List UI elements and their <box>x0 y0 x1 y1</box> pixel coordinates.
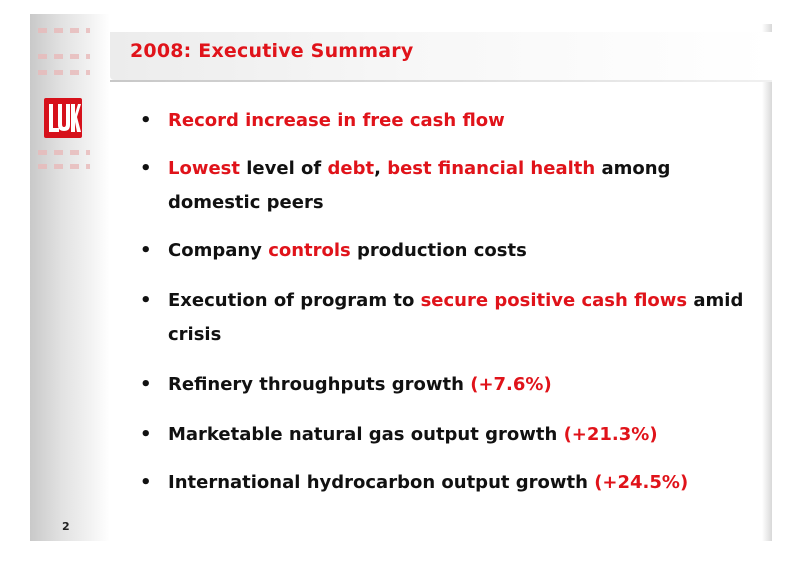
decorative-stripe <box>38 164 90 169</box>
decorative-stripe <box>38 28 90 33</box>
bullet-text: Execution of program to <box>168 290 421 311</box>
bullet-text: production costs <box>350 240 527 261</box>
highlight-text: controls <box>268 240 351 261</box>
bullet-dot-icon: • <box>140 424 152 445</box>
highlight-text: Lowest <box>168 158 240 179</box>
bullet-item: • Refinery throughputs growth (+7.6%) <box>138 368 552 402</box>
bullet-text: among domestic peers <box>168 158 671 213</box>
lukoil-logo-icon <box>44 98 82 138</box>
title-bar <box>110 32 772 80</box>
bullet-dot-icon: • <box>140 472 152 493</box>
decorative-stripe <box>38 70 90 75</box>
bullet-text: Marketable natural gas output growth <box>168 424 564 445</box>
bullet-dot-icon: • <box>140 290 152 311</box>
bullet-item: • Record increase in free cash flow <box>138 104 505 138</box>
bullet-item: • Marketable natural gas output growth (+… <box>138 418 658 452</box>
slide: 2008: Executive Summary • Record increase… <box>30 14 772 541</box>
bullet-text: Refinery throughputs growth <box>168 374 471 395</box>
bullet-dot-icon: • <box>140 374 152 395</box>
highlight-text: best financial health <box>387 158 596 179</box>
bullet-text: Company <box>168 240 269 261</box>
bullet-text: International hydrocarbon output growth <box>168 472 595 493</box>
highlight-text: secure positive cash flows <box>420 290 688 311</box>
bullet-dot-icon: • <box>140 240 152 261</box>
highlight-text: (+24.5%) <box>594 472 689 493</box>
bullet-dot-icon: • <box>140 158 152 179</box>
highlight-text: (+21.3%) <box>563 424 658 445</box>
right-decorative-band <box>762 24 772 541</box>
bullet-item: • International hydrocarbon output growth… <box>138 466 688 500</box>
bullet-item: • Company controls production costs <box>138 234 527 268</box>
bullet-text: level of <box>240 158 328 179</box>
lukoil-logo-glyph <box>49 104 81 132</box>
title-underline <box>110 80 772 82</box>
highlight-text: Record increase in free cash flow <box>168 110 505 131</box>
bullet-dot-icon: • <box>140 110 152 131</box>
decorative-stripe <box>38 150 90 155</box>
decorative-stripe <box>38 54 90 59</box>
page-number: 2 <box>62 520 70 533</box>
bullet-item: • Lowest level of debt, best financial he… <box>138 152 758 220</box>
bullet-item: • Execution of program to secure positive… <box>138 284 758 352</box>
highlight-text: debt <box>327 158 375 179</box>
bullet-text: , <box>374 158 388 179</box>
slide-title: 2008: Executive Summary <box>130 40 414 62</box>
bullet-text: amid crisis <box>168 290 744 345</box>
highlight-text: (+7.6%) <box>470 374 552 395</box>
left-decorative-band <box>30 14 110 541</box>
